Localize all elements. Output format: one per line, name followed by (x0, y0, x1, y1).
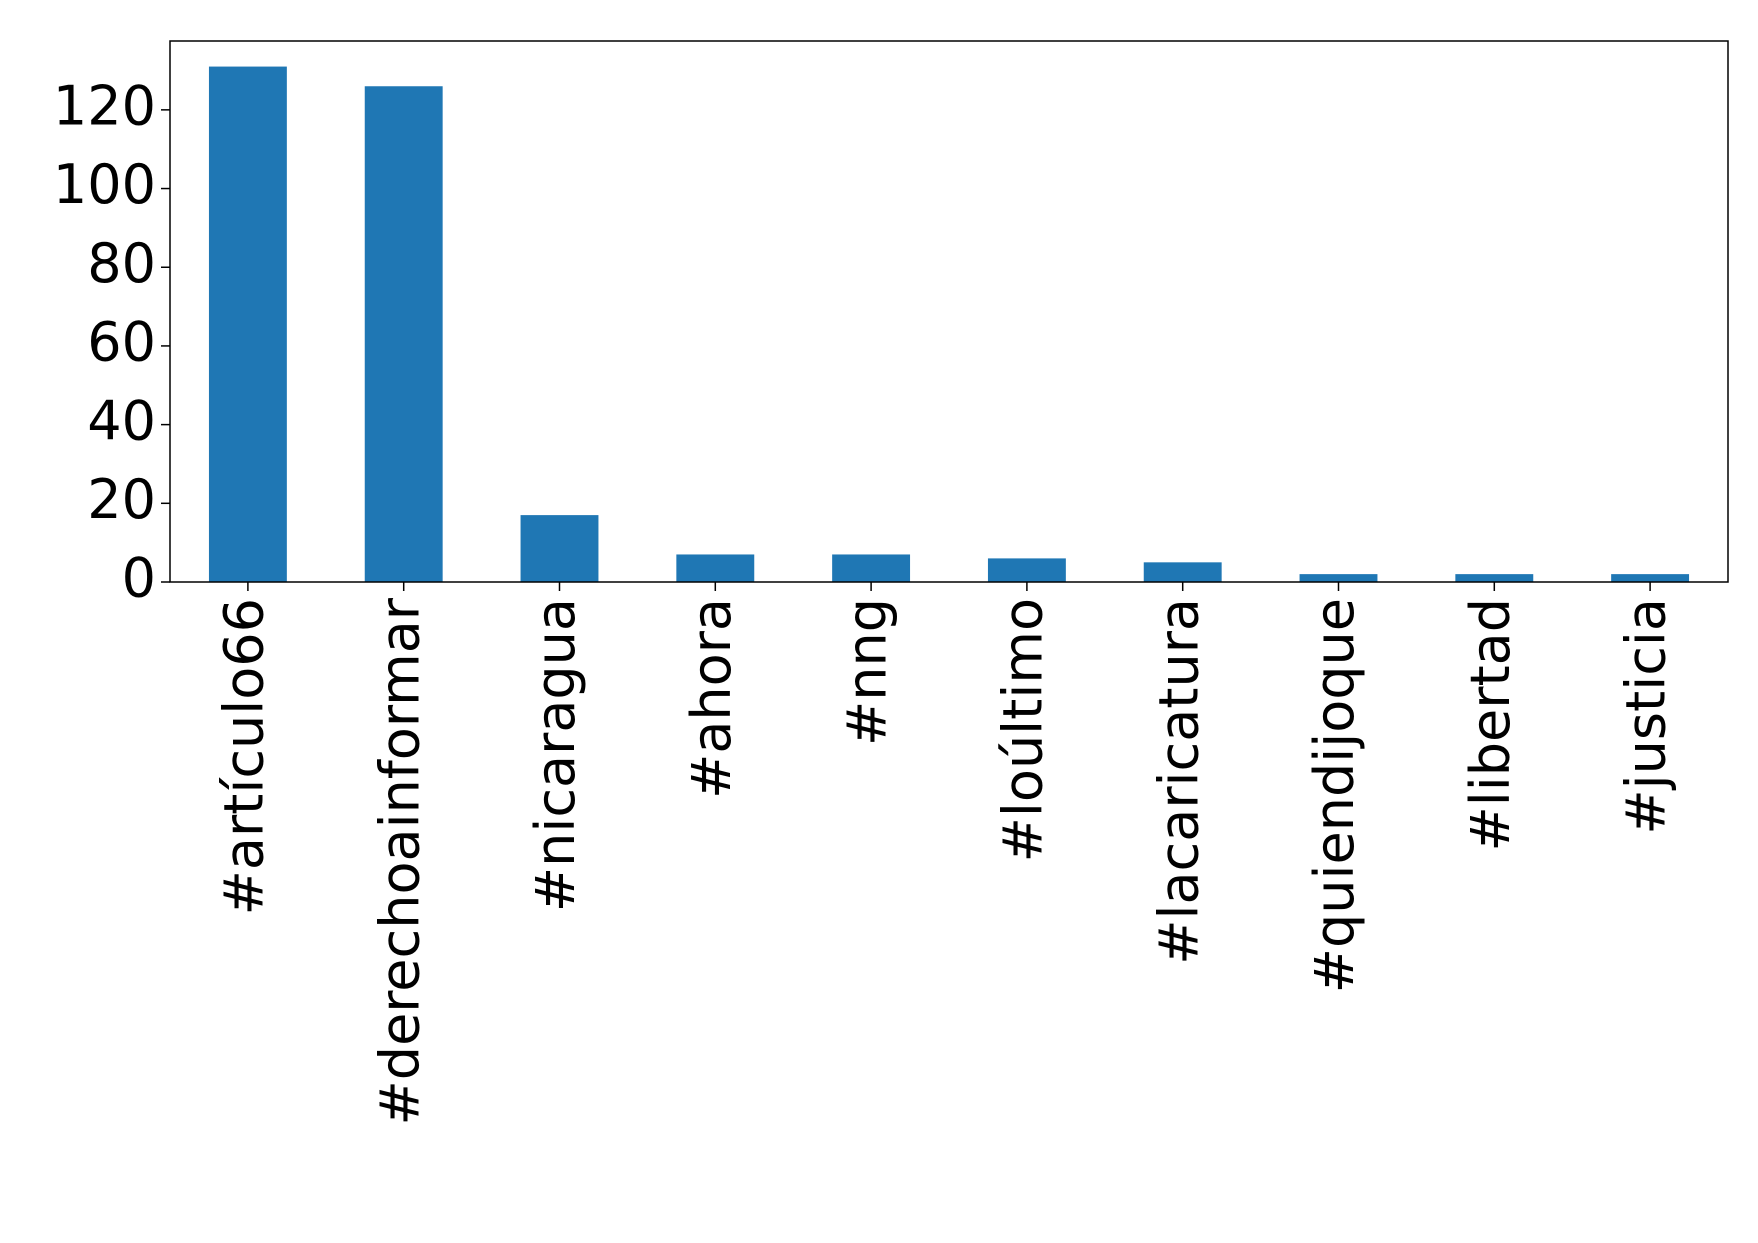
x-tick-label: #lacaricatura (1147, 598, 1210, 965)
x-tick-label: #libertad (1459, 598, 1522, 852)
y-tick-label: 40 (87, 389, 156, 452)
bar (208, 66, 287, 583)
y-tick-label: 60 (87, 311, 156, 374)
x-tick-label: #artículo66 (213, 598, 276, 915)
bar (1143, 562, 1222, 582)
x-tick-label: #derechoainformar (368, 597, 431, 1125)
x-tick-label: #ahora (680, 598, 743, 799)
x-tick-label: #nng (836, 598, 899, 746)
plot-frame (169, 40, 1729, 583)
y-tick-label: 20 (87, 468, 156, 531)
y-tick-label: 100 (53, 153, 156, 216)
bar (987, 558, 1066, 582)
bar (1299, 574, 1378, 582)
bar (1611, 574, 1690, 582)
y-tick-label: 120 (53, 74, 156, 137)
bar (520, 515, 599, 582)
x-tick-label: #nicaragua (524, 598, 587, 912)
bar (676, 554, 755, 582)
x-tick-label: #loúltimo (992, 598, 1055, 862)
y-tick-label: 0 (122, 547, 156, 610)
bar (1455, 574, 1534, 582)
bar (364, 86, 443, 582)
y-tick-label: 80 (87, 232, 156, 295)
bar (832, 554, 911, 582)
x-tick-label: #quiendijoque (1303, 598, 1366, 993)
x-tick-label: #justicia (1615, 598, 1678, 835)
